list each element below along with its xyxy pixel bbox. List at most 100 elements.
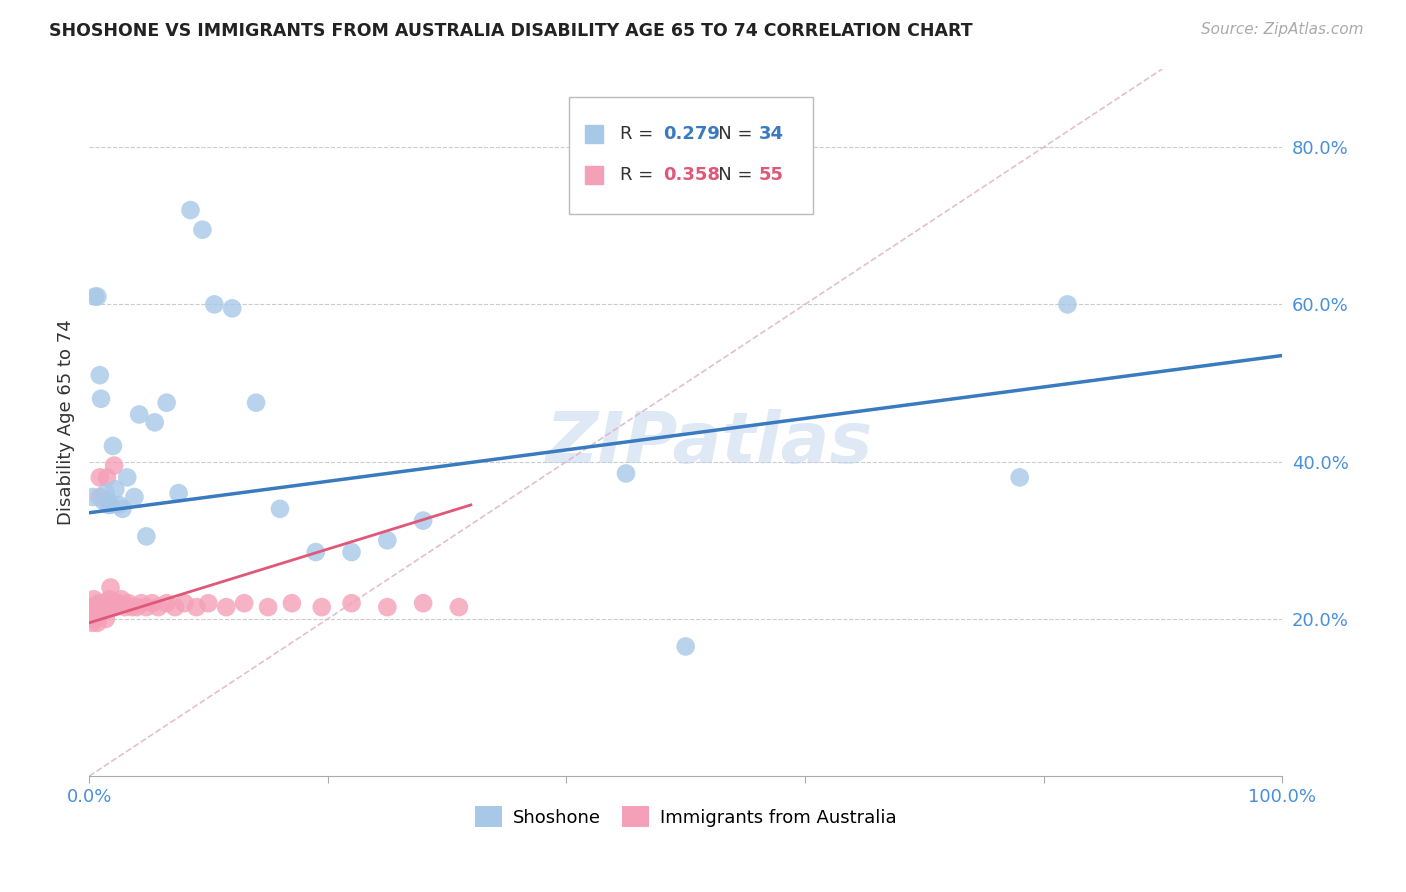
- Point: [97, 494, 120, 508]
- Point: [245, 395, 267, 409]
- Point: [447, 600, 470, 615]
- Point: [191, 223, 214, 237]
- Point: [89, 470, 111, 484]
- Point: [94, 612, 117, 626]
- Point: [100, 498, 122, 512]
- Point: [117, 470, 139, 484]
- Text: ZIPatlas: ZIPatlas: [546, 409, 873, 478]
- Point: [79, 600, 101, 615]
- Point: [101, 439, 124, 453]
- Point: [131, 596, 153, 610]
- Point: [83, 592, 105, 607]
- Text: N =: N =: [702, 166, 758, 184]
- Point: [233, 596, 256, 610]
- Point: [97, 498, 120, 512]
- Point: [167, 486, 190, 500]
- Point: [82, 490, 104, 504]
- Point: [89, 490, 111, 504]
- Point: [110, 592, 132, 607]
- Point: [93, 494, 115, 508]
- Point: [82, 600, 104, 615]
- Point: [117, 596, 139, 610]
- Point: [128, 408, 150, 422]
- Point: [80, 607, 103, 622]
- Point: [100, 581, 122, 595]
- Point: [1056, 297, 1078, 311]
- Point: [215, 600, 238, 615]
- Point: [87, 607, 110, 622]
- Text: 0.358: 0.358: [664, 166, 720, 184]
- Point: [311, 600, 333, 615]
- Point: [96, 470, 118, 484]
- Point: [90, 392, 112, 406]
- Point: [173, 596, 195, 610]
- Point: [377, 600, 399, 615]
- Text: 34: 34: [758, 126, 783, 144]
- Point: [98, 592, 121, 607]
- Text: Source: ZipAtlas.com: Source: ZipAtlas.com: [1201, 22, 1364, 37]
- Point: [101, 600, 124, 615]
- Point: [84, 604, 107, 618]
- Legend: Shoshone, Immigrants from Australia: Shoshone, Immigrants from Australia: [467, 799, 904, 834]
- Point: [377, 533, 399, 548]
- Point: [84, 600, 107, 615]
- Point: [125, 600, 148, 615]
- Point: [84, 600, 107, 615]
- Point: [121, 600, 143, 615]
- Point: [105, 596, 128, 610]
- Text: N =: N =: [702, 126, 758, 144]
- Point: [94, 486, 117, 500]
- Point: [340, 596, 363, 610]
- Point: [135, 529, 157, 543]
- Text: R =: R =: [620, 126, 659, 144]
- Point: [156, 395, 179, 409]
- Point: [114, 600, 136, 615]
- Point: [103, 458, 125, 473]
- Point: [340, 545, 363, 559]
- Point: [412, 596, 434, 610]
- Point: [90, 600, 112, 615]
- Point: [108, 498, 131, 512]
- Point: [83, 607, 105, 622]
- Point: [614, 467, 637, 481]
- Point: [84, 612, 107, 626]
- Point: [143, 415, 166, 429]
- Point: [93, 596, 115, 610]
- Point: [82, 615, 104, 630]
- Point: [412, 514, 434, 528]
- Point: [104, 600, 127, 615]
- Point: [135, 600, 157, 615]
- Point: [141, 596, 163, 610]
- Point: [257, 600, 280, 615]
- Text: 0.279: 0.279: [664, 126, 720, 144]
- Point: [124, 490, 146, 504]
- Point: [100, 600, 122, 615]
- Point: [87, 596, 110, 610]
- Point: [90, 600, 112, 615]
- Point: [1008, 470, 1031, 484]
- Point: [93, 600, 115, 615]
- Text: R =: R =: [620, 166, 659, 184]
- Point: [89, 368, 111, 383]
- Point: [86, 615, 108, 630]
- Point: [104, 482, 127, 496]
- Point: [163, 600, 186, 615]
- Point: [675, 640, 697, 654]
- Y-axis label: Disability Age 65 to 74: Disability Age 65 to 74: [58, 319, 75, 525]
- Point: [84, 289, 107, 303]
- Point: [179, 202, 201, 217]
- Point: [281, 596, 304, 610]
- Point: [186, 600, 208, 615]
- Point: [156, 596, 179, 610]
- Point: [108, 596, 131, 610]
- Point: [221, 301, 243, 316]
- Point: [86, 600, 108, 615]
- Point: [86, 289, 108, 303]
- Point: [305, 545, 328, 559]
- Text: 55: 55: [758, 166, 783, 184]
- Point: [91, 596, 114, 610]
- Point: [269, 501, 291, 516]
- Point: [148, 600, 170, 615]
- Point: [202, 297, 225, 311]
- Point: [111, 501, 134, 516]
